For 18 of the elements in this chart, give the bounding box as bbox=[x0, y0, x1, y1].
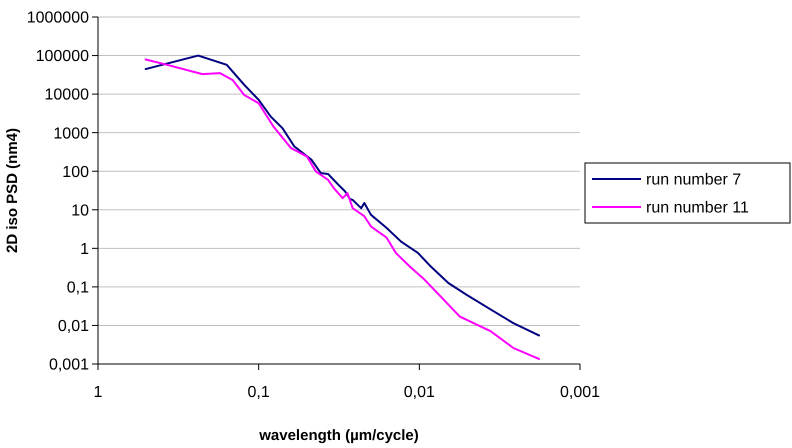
legend-label: run number 7 bbox=[646, 172, 742, 189]
x-axis-title: wavelength (µm/cycle) bbox=[258, 427, 419, 444]
x-tick-label: 0,001 bbox=[560, 384, 600, 401]
x-tick-label: 0,1 bbox=[248, 384, 270, 401]
y-axis-title: 2D iso PSD (nm4) bbox=[4, 128, 21, 254]
y-tick-label: 0,001 bbox=[48, 356, 90, 374]
y-tick-label: 1000 bbox=[53, 125, 90, 142]
y-tick-label: 1000000 bbox=[26, 10, 90, 27]
y-tick-label: 10 bbox=[71, 202, 90, 220]
x-tick-label: 0,01 bbox=[404, 384, 436, 401]
y-tick-label: 100 bbox=[62, 164, 90, 181]
x-tick-label: 1 bbox=[94, 384, 103, 401]
y-tick-label: 0,1 bbox=[66, 279, 90, 296]
y-tick-label: 1 bbox=[80, 240, 90, 258]
legend-label: run number 11 bbox=[646, 200, 749, 217]
y-tick-label: 10000 bbox=[44, 86, 90, 104]
y-tick-label: 100000 bbox=[36, 48, 90, 66]
y-tick-label: 0,01 bbox=[58, 318, 90, 336]
